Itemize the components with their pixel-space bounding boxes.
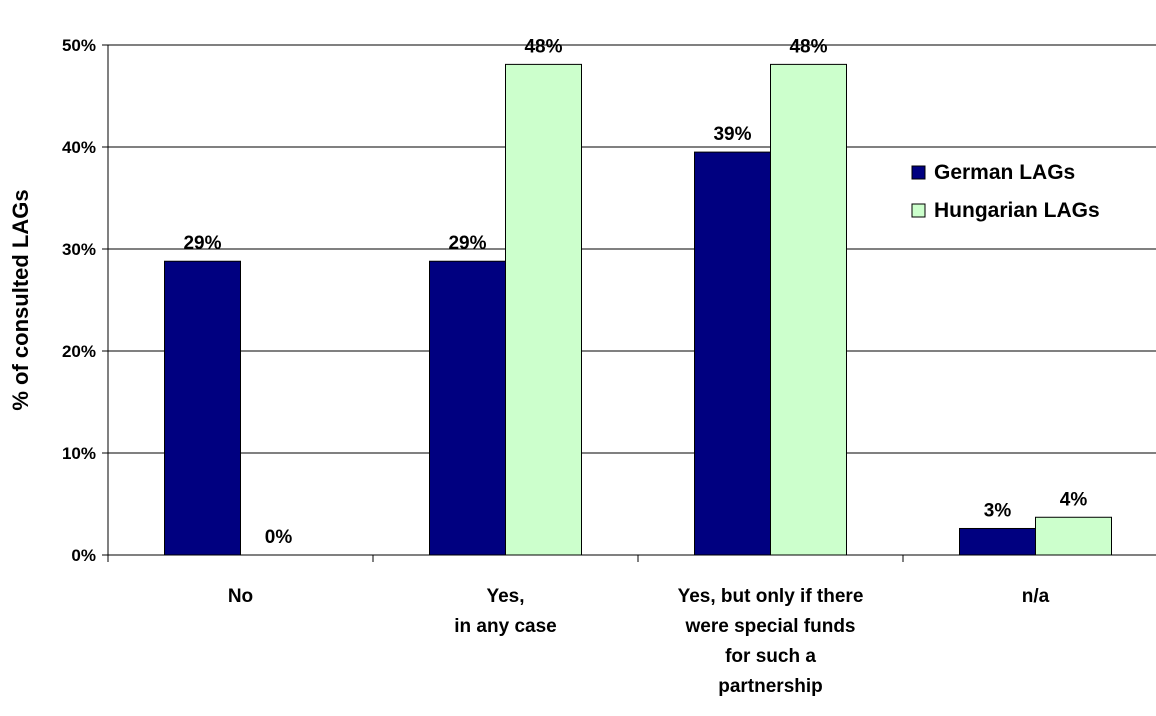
y-tick-label: 20% [62, 342, 96, 361]
gridlines [108, 44, 1156, 454]
x-category-label-line: for such a [725, 646, 816, 667]
y-tick-label: 30% [62, 240, 96, 259]
y-axis-title: % of consulted LAGs [8, 189, 33, 410]
bar [959, 527, 1036, 556]
x-category-label-line: n/a [1022, 586, 1050, 607]
data-label: 29% [448, 233, 486, 254]
y-tick-label: 10% [62, 444, 96, 463]
bar [770, 63, 847, 556]
bars [164, 63, 1112, 556]
legend-label: German LAGs [934, 161, 1075, 184]
data-label: 48% [524, 36, 562, 57]
bar [1035, 516, 1112, 556]
data-label: 48% [789, 36, 827, 57]
y-tick-label: 40% [62, 138, 96, 157]
data-label: 39% [713, 124, 751, 145]
x-category-label-line: partnership [718, 676, 823, 697]
data-label: 3% [984, 500, 1012, 521]
data-label: 4% [1060, 489, 1088, 510]
legend-label: Hungarian LAGs [934, 199, 1100, 222]
x-category-label-line: in any case [454, 616, 556, 637]
x-category-label-line: Yes, [486, 586, 524, 607]
legend-swatch [911, 165, 926, 180]
data-label: 0% [265, 527, 293, 548]
x-category-label-line: No [228, 586, 253, 607]
legend: German LAGs Hungarian LAGs [911, 161, 1100, 222]
bar [429, 260, 506, 556]
x-category-label: Yes, in any case [454, 586, 556, 637]
y-tick-label: 50% [62, 36, 96, 55]
x-category-label-line: Yes, but only if there [678, 586, 864, 607]
data-label: 29% [183, 233, 221, 254]
y-tick-label: 0% [71, 546, 96, 565]
bar [505, 63, 582, 556]
axes: 0% 10% 20% 30% 40% 50% % of consulted LAGs No Ye… [8, 36, 1156, 697]
data-labels: 29% 0% 29% 48% 39% 48% 3% 4% [183, 36, 1087, 548]
bar [694, 151, 771, 556]
x-category-label: n/a [1022, 586, 1050, 607]
bar [164, 260, 241, 556]
x-category-label: Yes, but only if there were special funds… [678, 586, 864, 697]
legend-swatch [911, 203, 926, 218]
x-category-label: No [228, 586, 253, 607]
x-category-label-line: were special funds [684, 616, 855, 637]
